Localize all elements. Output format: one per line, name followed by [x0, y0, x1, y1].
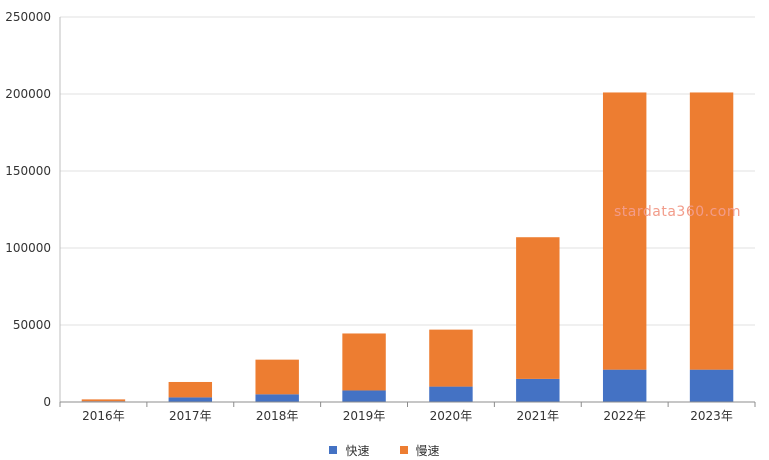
bar-series-1[interactable] [342, 333, 386, 391]
legend-swatch-series-1 [399, 446, 408, 454]
bar-series-1[interactable] [516, 237, 560, 379]
x-tick-labels: 2016年 2017年 2018年 2019年 2020年 2021年 2022年 2023年 [82, 409, 733, 423]
bars [81, 92, 734, 402]
bar-series-1[interactable] [689, 92, 734, 370]
bar-series-0[interactable] [429, 386, 473, 402]
legend-swatch-series-0 [329, 446, 338, 454]
y-tick-label: 100000 [5, 241, 51, 255]
legend-item-series-0[interactable]: 快速 [329, 442, 370, 459]
bar-series-1[interactable] [602, 92, 647, 370]
bar-series-0[interactable] [255, 394, 299, 402]
x-tick-label: 2019年 [343, 409, 386, 423]
legend-item-series-1[interactable]: 慢速 [399, 442, 440, 459]
bar-series-1[interactable] [168, 381, 213, 398]
y-tick-label: 250000 [5, 10, 51, 24]
x-tick-label: 2018年 [256, 409, 299, 423]
bar-series-0[interactable] [602, 369, 647, 402]
grid-lines [60, 16, 755, 326]
bar-series-1[interactable] [255, 359, 299, 395]
y-tick-labels: 0 50000 100000 150000 200000 250000 [5, 10, 51, 409]
watermark-text: stardata360.com [614, 204, 741, 220]
y-tick-label: 150000 [5, 164, 51, 178]
legend: 快速 慢速 [0, 441, 769, 459]
bar-series-1[interactable] [81, 399, 126, 402]
x-tick-label: 2021年 [517, 409, 560, 423]
bar-series-0[interactable] [516, 378, 560, 402]
bar-series-0[interactable] [342, 390, 386, 402]
y-tick-label: 200000 [5, 87, 51, 101]
x-tick-label: 2023年 [690, 409, 733, 423]
x-tick-label: 2016年 [82, 409, 125, 423]
legend-label-series-0: 快速 [345, 443, 370, 458]
y-tick-label: 0 [43, 395, 51, 409]
bar-series-1[interactable] [429, 329, 473, 387]
x-tick-label: 2022年 [603, 409, 646, 423]
axes [59, 17, 756, 407]
stacked-bar-chart: 0 50000 100000 150000 200000 250000 2016年 2017… [5, 10, 756, 423]
x-tick-label: 2017年 [169, 409, 212, 423]
bar-series-0[interactable] [168, 397, 213, 402]
bar-series-0[interactable] [689, 369, 734, 402]
x-tick-label: 2020年 [430, 409, 473, 423]
y-tick-label: 50000 [13, 318, 51, 332]
legend-label-series-1: 慢速 [415, 443, 440, 458]
